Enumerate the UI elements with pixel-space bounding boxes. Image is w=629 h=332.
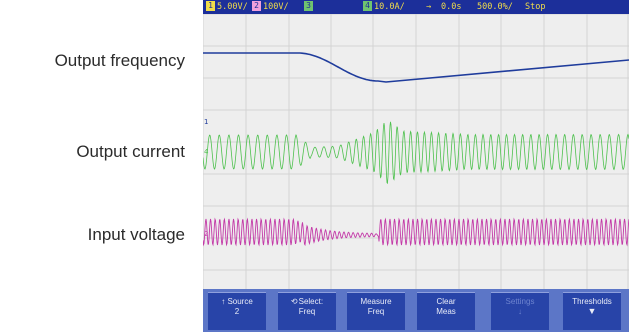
label-output-frequency: Output frequency — [54, 51, 185, 70]
softkey-bar: ↑ Source 2 ⟲Select: Freq Measure Freq Cl… — [203, 289, 629, 332]
select-softkey-value: Freq — [298, 307, 316, 316]
ch4-scale: 10.0A/ — [374, 2, 405, 12]
ch1-number: 1 — [206, 1, 215, 11]
source-softkey-value: 2 — [234, 307, 240, 316]
trigger-arrow-icon: → — [426, 2, 432, 12]
thresholds-softkey[interactable]: Thresholds ▼ — [563, 292, 621, 330]
output-frequency-trace — [203, 52, 629, 83]
clear-meas-softkey[interactable]: Clear Meas — [417, 292, 475, 330]
source-softkey-label: Source — [227, 297, 253, 306]
status-bar: 1 5.00V/ 2 100V/ 3 4 10.0A/ → 0.0s 500.0%/ … — [203, 0, 629, 14]
clear-meas-softkey-value: Meas — [436, 307, 456, 316]
rotary-knob-icon: ⟲ — [290, 297, 298, 306]
select-softkey[interactable]: ⟲Select: Freq — [278, 292, 336, 330]
ch2-scale: 100V/ — [263, 2, 289, 12]
clear-meas-softkey-label: Clear — [436, 297, 456, 306]
down-arrow-icon: ▼ — [587, 306, 597, 316]
settings-down-arrow-icon: ↓ — [518, 307, 522, 316]
ch1-scale: 5.00V/ — [217, 2, 248, 12]
waveform-display: 1 4 2 — [203, 14, 629, 289]
settings-softkey-label: Settings — [505, 297, 535, 306]
up-arrow-icon: ↑ — [221, 297, 226, 306]
channel-markers: 1 4 2 — [204, 118, 209, 238]
label-output-current: Output current — [76, 142, 185, 161]
label-input-voltage: Input voltage — [87, 225, 185, 244]
traces — [203, 52, 629, 247]
ch3-number: 3 — [304, 1, 313, 11]
measure-softkey-value: Freq — [367, 307, 385, 316]
ch4-ground-marker: 4 — [204, 148, 209, 156]
run-state[interactable]: Stop — [525, 2, 546, 12]
input-voltage-trace — [203, 217, 629, 247]
ch1-scale-indicator[interactable]: 1 5.00V/ — [206, 1, 248, 13]
oscilloscope-screen: 1 5.00V/ 2 100V/ 3 4 10.0A/ → 0.0s 500.0%/ … — [203, 0, 629, 332]
ch4-number: 4 — [363, 1, 372, 11]
measure-softkey-label: Measure — [360, 297, 392, 306]
thresholds-softkey-label: Thresholds — [572, 297, 612, 306]
output-current-trace — [203, 121, 629, 185]
settings-softkey[interactable]: Settings ↓ — [491, 292, 549, 330]
ch3-scale-indicator[interactable]: 3 — [304, 1, 315, 13]
source-softkey[interactable]: ↑ Source 2 — [208, 292, 266, 330]
select-softkey-label: Select: — [298, 297, 324, 306]
ch2-ground-marker: 2 — [204, 230, 208, 238]
ch2-number: 2 — [252, 1, 261, 11]
measure-softkey[interactable]: Measure Freq — [347, 292, 405, 330]
ch2-scale-indicator[interactable]: 2 100V/ — [252, 1, 289, 13]
time-scale[interactable]: 500.0%/ — [477, 2, 513, 12]
ch1-ground-marker: 1 — [204, 118, 208, 126]
time-offset[interactable]: 0.0s — [441, 2, 462, 12]
ch4-scale-indicator[interactable]: 4 10.0A/ — [363, 1, 405, 13]
